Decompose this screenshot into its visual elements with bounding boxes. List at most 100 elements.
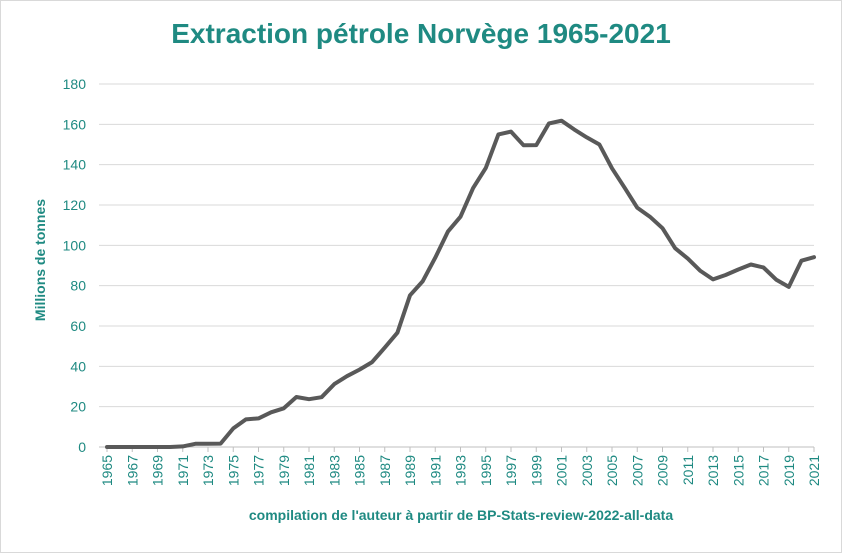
x-tick-label: 2017 — [756, 455, 772, 486]
x-tick-label: 2021 — [806, 455, 822, 486]
x-tick-labels: 1965 1967 1969 1971 1973 1975 1977 1979 1981 1983… — [99, 447, 822, 486]
data-point — [257, 416, 261, 420]
data-point — [105, 445, 109, 449]
data-point — [294, 395, 298, 399]
data-point — [812, 255, 816, 259]
y-tick-label: 180 — [63, 76, 87, 92]
x-tick-label: 1969 — [150, 455, 166, 486]
data-point — [711, 277, 715, 281]
y-tick-label: 160 — [63, 116, 87, 132]
data-point — [395, 331, 399, 335]
data-point — [370, 360, 374, 364]
data-point — [736, 268, 740, 272]
data-point — [130, 445, 134, 449]
data-point — [799, 259, 803, 263]
data-point — [661, 226, 665, 230]
x-tick-label: 2013 — [705, 455, 721, 486]
x-tick-label: 2003 — [579, 455, 595, 486]
x-tick-label: 1979 — [276, 455, 292, 486]
x-tick-label: 1985 — [352, 455, 368, 486]
data-point — [648, 215, 652, 219]
data-point — [471, 186, 475, 190]
data-point — [762, 266, 766, 270]
data-point — [269, 410, 273, 414]
y-tick-label: 80 — [70, 278, 86, 294]
y-tick-label: 60 — [70, 318, 86, 334]
data-point — [749, 262, 753, 266]
chart-title: Extraction pétrole Norvège 1965-2021 — [171, 18, 671, 49]
series-line — [105, 118, 816, 449]
y-tick-label: 120 — [63, 197, 87, 213]
data-point — [118, 445, 122, 449]
data-point — [156, 445, 160, 449]
data-point — [193, 442, 197, 446]
x-tick-label: 1975 — [225, 455, 241, 486]
x-tick-label: 1997 — [503, 455, 519, 486]
data-point — [408, 293, 412, 297]
gridlines — [99, 83, 814, 448]
x-tick-label: 2011 — [680, 455, 696, 485]
x-tick-label: 2009 — [655, 455, 671, 486]
data-point — [168, 445, 172, 449]
data-point — [623, 186, 627, 190]
x-tick-label: 1981 — [301, 455, 317, 486]
data-point — [673, 246, 677, 250]
data-point — [231, 426, 235, 430]
data-point — [484, 166, 488, 170]
data-point — [572, 127, 576, 131]
data-point — [635, 206, 639, 210]
x-tick-label: 1973 — [200, 455, 216, 486]
y-tick-label: 100 — [63, 237, 87, 253]
data-point — [724, 273, 728, 277]
data-point — [421, 279, 425, 283]
x-tick-label: 1983 — [326, 455, 342, 486]
data-point — [547, 122, 551, 126]
data-point — [219, 442, 223, 446]
data-point — [345, 374, 349, 378]
data-point — [686, 257, 690, 261]
data-point — [143, 445, 147, 449]
y-tick-labels: 0 20 40 60 80 100 120 140 160 180 — [63, 76, 87, 455]
data-point — [459, 215, 463, 219]
data-point — [496, 132, 500, 136]
data-point — [181, 444, 185, 448]
x-tick-label: 1989 — [402, 455, 418, 486]
x-tick-label: 1991 — [427, 455, 443, 486]
data-point — [534, 143, 538, 147]
data-point — [774, 278, 778, 282]
x-tick-label: 2019 — [781, 455, 797, 486]
data-point — [433, 256, 437, 260]
data-point — [320, 395, 324, 399]
y-tick-label: 140 — [63, 157, 87, 173]
x-tick-label: 1995 — [478, 455, 494, 486]
data-point — [585, 135, 589, 139]
x-tick-label: 1967 — [124, 455, 140, 486]
data-point — [446, 230, 450, 234]
x-tick-label: 2001 — [554, 455, 570, 486]
data-point — [597, 143, 601, 147]
x-tick-label: 1999 — [528, 455, 544, 486]
data-point — [509, 130, 513, 134]
data-point — [282, 406, 286, 410]
data-point — [610, 166, 614, 170]
x-tick-label: 1971 — [175, 455, 191, 486]
x-tick-label: 1987 — [377, 455, 393, 486]
data-point — [358, 368, 362, 372]
data-point — [383, 346, 387, 350]
data-point — [307, 397, 311, 401]
data-point — [522, 143, 526, 147]
y-tick-label: 0 — [78, 439, 86, 455]
x-axis-label: compilation de l'auteur à partir de BP-S… — [248, 507, 674, 523]
y-tick-label: 40 — [70, 358, 86, 374]
data-point — [698, 269, 702, 273]
data-point — [560, 119, 564, 123]
y-tick-label: 20 — [70, 399, 86, 415]
data-point — [787, 285, 791, 289]
x-tick-label: 1965 — [99, 455, 115, 486]
data-point — [332, 382, 336, 386]
x-tick-label: 2007 — [629, 455, 645, 486]
x-tick-label: 1993 — [453, 455, 469, 486]
x-tick-label: 2005 — [604, 455, 620, 486]
